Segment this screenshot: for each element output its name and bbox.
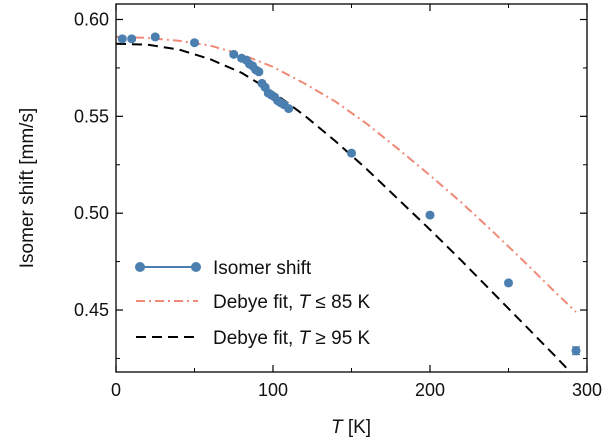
axis-ticks [115,4,588,372]
data-point [190,38,199,48]
legend-label-isomer-shift: Isomer shift [213,258,312,279]
legend-label-debye-low: Debye fit, T ≤ 85 K [213,292,371,313]
plot-series [116,32,581,372]
data-point [127,34,137,44]
legend: Isomer shift Debye fit, T ≤ 85 K Debye f… [135,258,371,349]
legend-label-debye-low-prefix: Debye fit, [213,292,299,313]
legend-label-debye-high-prefix: Debye fit, [213,328,299,349]
data-point [150,32,160,42]
x-axis-label-unit: [K] [343,417,372,438]
legend-label-debye-high-symbol: T [299,328,312,349]
x-axis-label-symbol: T [331,417,344,438]
legend-swatch-isomer-shift-marker-left [135,262,145,272]
x-tick-label: 100 [258,380,288,400]
fit-curve-2 [116,42,572,372]
fit-curve-1 [116,35,577,313]
y-axis-label: Isomer shift [mm/s] [17,108,38,268]
legend-entry-debye-low: Debye fit, T ≤ 85 K [136,292,371,313]
tick-labels: 0 100 200 300 0.45 0.50 0.55 0.60 [74,9,602,400]
legend-label-debye-high-suffix: ≥ 95 K [310,328,370,349]
data-point [571,346,581,356]
x-tick-label: 300 [572,380,602,400]
legend-label-debye-high: Debye fit, T ≥ 95 K [213,328,371,349]
data-point [425,210,435,220]
data-point [347,148,356,158]
y-tick-label: 0.55 [74,106,109,126]
data-point [229,49,239,59]
legend-swatch-isomer-shift-marker-right [191,262,201,272]
y-tick-label: 0.60 [74,9,109,29]
x-tick-label: 200 [415,380,445,400]
data-point [504,278,513,288]
legend-label-debye-low-symbol: T [299,292,312,313]
legend-entry-debye-high: Debye fit, T ≥ 95 K [136,328,371,349]
data-point [284,104,294,114]
x-tick-label: 0 [111,380,121,400]
x-axis-label: T [K] [331,417,371,438]
data-point [117,34,127,44]
y-tick-label: 0.45 [74,300,109,320]
y-tick-label: 0.50 [74,203,109,223]
legend-entry-isomer-shift: Isomer shift [135,258,312,279]
data-point [254,67,264,77]
legend-label-debye-low-suffix: ≤ 85 K [310,292,370,313]
